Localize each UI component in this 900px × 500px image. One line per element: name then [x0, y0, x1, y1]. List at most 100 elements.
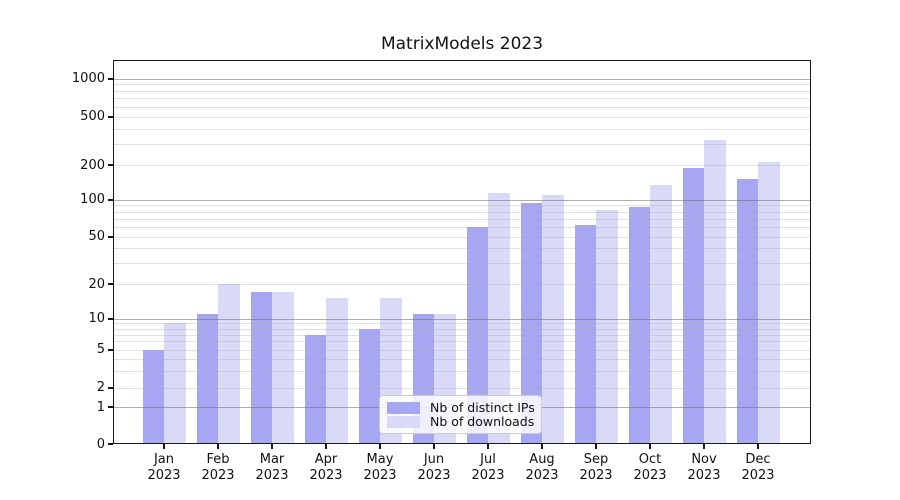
y-tick-label-2: 2 — [96, 380, 105, 395]
x-tick-mark-aug-2023 — [541, 444, 543, 449]
bar-downloads-mar-2023 — [272, 292, 294, 444]
bar-ips-aug-2023 — [520, 203, 542, 444]
x-tick-label-mar-2023: Mar 2023 — [255, 452, 289, 483]
gridline-minor-200 — [113, 165, 811, 166]
gridline-major-100 — [113, 199, 811, 201]
gridline-minor-80 — [113, 211, 811, 213]
axis-spine-top — [113, 60, 811, 61]
bar-ips-mar-2023 — [250, 292, 272, 444]
gridline-minor-30 — [113, 263, 811, 265]
bar-ips-apr-2023 — [304, 334, 326, 444]
bar-ips-jan-2023 — [142, 349, 164, 444]
x-tick-label-may-2023: May 2023 — [363, 452, 397, 483]
bar-ips-dec-2023 — [736, 179, 758, 444]
x-tick-label-apr-2023: Apr 2023 — [309, 452, 343, 483]
gridline-minor-700 — [113, 98, 811, 100]
y-tick-label-5: 5 — [96, 342, 105, 357]
legend-item-downloads: Nb of downloads — [387, 414, 535, 429]
y-tick-label-20: 20 — [88, 276, 105, 292]
x-tick-label-oct-2023: Oct 2023 — [633, 452, 667, 483]
y-tick-label-100: 100 — [80, 192, 105, 207]
gridline-minor-20 — [113, 284, 811, 285]
gridline-minor-70 — [113, 218, 811, 220]
x-tick-label-dec-2023: Dec 2023 — [741, 452, 775, 483]
legend-label-distinct-ips: Nb of distinct IPs — [430, 400, 535, 415]
gridline-minor-900 — [113, 84, 811, 86]
gridline-minor-4 — [113, 358, 811, 360]
bar-ips-sep-2023 — [574, 225, 596, 444]
y-tick-mark-500 — [108, 115, 113, 118]
x-tick-mark-mar-2023 — [271, 444, 273, 449]
gridline-minor-800 — [113, 90, 811, 92]
bar-ips-jul-2023 — [466, 226, 488, 444]
y-tick-mark-200 — [108, 164, 113, 166]
gridline-minor-600 — [113, 106, 811, 108]
gridline-minor-90 — [113, 205, 811, 207]
plot-area — [113, 60, 811, 444]
gridline-major-10 — [113, 318, 811, 320]
axis-spine-left — [113, 60, 114, 444]
gridline-minor-3 — [113, 370, 811, 372]
legend: Nb of distinct IPs Nb of downloads — [379, 395, 542, 434]
x-tick-mark-oct-2023 — [649, 444, 651, 449]
bar-downloads-jul-2023 — [488, 192, 510, 444]
y-tick-label-50: 50 — [88, 229, 105, 245]
chart-title: MatrixModels 2023 — [380, 34, 544, 54]
x-tick-label-jun-2023: Jun 2023 — [417, 452, 451, 483]
y-tick-mark-10 — [108, 317, 113, 320]
bar-ips-oct-2023 — [628, 207, 650, 444]
legend-label-downloads: Nb of downloads — [430, 414, 535, 429]
x-tick-mark-feb-2023 — [217, 444, 219, 449]
y-tick-label-10: 10 — [88, 311, 105, 327]
bar-downloads-oct-2023 — [650, 184, 672, 444]
gridline-major-1000 — [113, 78, 811, 80]
x-tick-label-jan-2023: Jan 2023 — [147, 452, 181, 483]
x-tick-mark-sep-2023 — [595, 444, 597, 449]
gridline-minor-8 — [113, 328, 811, 330]
bar-ips-feb-2023 — [196, 313, 218, 444]
bar-ips-nov-2023 — [682, 167, 704, 444]
x-tick-label-sep-2023: Sep 2023 — [579, 452, 613, 483]
y-tick-label-500: 500 — [80, 109, 105, 125]
gridline-minor-60 — [113, 226, 811, 228]
gridline-minor-400 — [113, 128, 811, 130]
legend-item-distinct-ips: Nb of distinct IPs — [387, 400, 535, 415]
y-tick-mark-50 — [108, 235, 113, 238]
x-tick-label-feb-2023: Feb 2023 — [201, 452, 235, 483]
bar-downloads-sep-2023 — [596, 209, 618, 444]
bar-downloads-dec-2023 — [758, 162, 780, 444]
gridline-minor-500 — [113, 116, 811, 118]
x-tick-mark-apr-2023 — [325, 444, 327, 449]
x-tick-mark-jul-2023 — [487, 444, 489, 449]
x-tick-mark-nov-2023 — [703, 444, 705, 449]
y-tick-mark-20 — [108, 283, 113, 285]
gridline-minor-2 — [113, 387, 811, 389]
gridline-minor-9 — [113, 323, 811, 325]
legend-swatch-distinct-ips — [387, 401, 420, 414]
y-tick-mark-5 — [108, 348, 113, 351]
y-tick-mark-1000 — [108, 77, 113, 80]
y-tick-mark-2 — [108, 386, 113, 389]
gridline-minor-6 — [113, 341, 811, 343]
bar-downloads-nov-2023 — [704, 140, 726, 444]
x-tick-label-jul-2023: Jul 2023 — [471, 452, 505, 483]
y-tick-label-0: 0 — [96, 436, 105, 452]
y-tick-label-1000: 1000 — [71, 71, 105, 86]
legend-swatch-downloads — [387, 415, 420, 428]
x-tick-label-nov-2023: Nov 2023 — [687, 452, 721, 483]
y-tick-mark-100 — [108, 198, 113, 201]
y-tick-label-200: 200 — [80, 157, 105, 173]
gridline-minor-40 — [113, 248, 811, 250]
gridline-minor-5 — [113, 349, 811, 351]
x-tick-mark-may-2023 — [379, 444, 381, 449]
x-tick-mark-dec-2023 — [757, 444, 759, 449]
y-tick-mark-1 — [108, 406, 113, 408]
bar-downloads-feb-2023 — [218, 284, 240, 444]
y-tick-mark-0 — [108, 443, 113, 445]
x-tick-mark-jun-2023 — [433, 444, 435, 449]
gridline-minor-300 — [113, 143, 811, 145]
x-tick-label-aug-2023: Aug 2023 — [525, 452, 559, 483]
x-tick-mark-jan-2023 — [163, 444, 165, 449]
axis-spine-right — [810, 60, 811, 444]
